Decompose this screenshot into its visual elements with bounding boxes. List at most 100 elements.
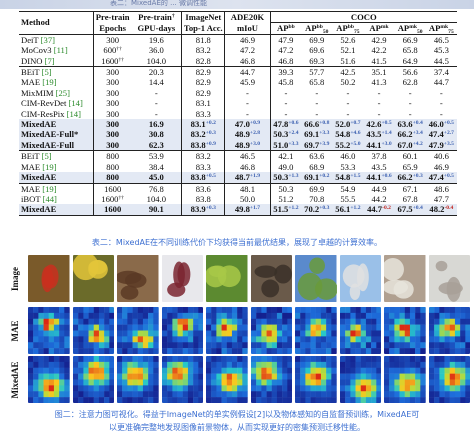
mae-attention-map (72, 307, 114, 354)
table-header-row-1: Method Pre-train Pre-train† ImageNet ADE… (19, 10, 457, 35)
citation-link[interactable]: [11] (53, 45, 68, 56)
mae-attention-map (28, 307, 70, 354)
method-cell: CIM-ResPix [14] (21, 108, 81, 119)
epochs-cell: 300 (92, 77, 132, 88)
mixedae-attention-map (161, 356, 203, 403)
citation-link[interactable]: [19] (42, 183, 57, 194)
coco-ap-cell: 41.5 (371, 55, 387, 66)
citation-link[interactable]: [5] (41, 151, 52, 162)
coco-ap-cell: 63.6+0.4 (394, 119, 426, 130)
coco-ap-cell: 51.2 (269, 193, 302, 205)
epochs-cell: 300 (92, 98, 132, 109)
coco-ap-cell: 56.6 (394, 66, 426, 78)
coco-ap-cell: 46.0+0.5 (425, 119, 457, 130)
cat-image (250, 255, 292, 302)
coco-ap-cell: 47.2 (269, 45, 302, 56)
citation-link[interactable]: [44] (42, 193, 57, 204)
coco-ap-cell: 47.4+0.5 (425, 172, 457, 183)
coco-ap-cell: 46.9 (433, 161, 449, 172)
table-row: iBOT [44] 1600†† 104.0 83.8 50.0 51.2 70.8 55.5… (19, 193, 457, 205)
header-ap-mk: APmk (369, 23, 389, 34)
top1-cell: 82.9 (181, 66, 225, 78)
epochs-cell: 300 (92, 108, 132, 120)
mae-attention-map (117, 307, 159, 354)
bedroom-image (384, 255, 426, 302)
epochs-cell: 300 (92, 66, 132, 78)
citation-link[interactable]: [37] (40, 34, 55, 45)
method-cell: MixedAE-Full (19, 139, 94, 151)
coco-ap-cell: 57.7 (301, 66, 333, 78)
miou-cell: 50.0 (224, 193, 271, 205)
coco-ap-cell: 46.8 (269, 55, 302, 67)
top1-cell: 83.3 (181, 108, 225, 120)
citation-link[interactable]: [14] (66, 108, 81, 119)
coco-ap-cell: 46.5 (425, 33, 457, 46)
figure-caption-line-2: 以更准确完整地发现图像前景物体，从而实现更好的密集预测迁移性能。 (109, 423, 365, 432)
gpu-days-cell: 76.8 (131, 182, 182, 194)
miou-cell: 46.8 (224, 161, 271, 173)
table-row: MixMIM [25] 300-82.9- - - - - - - (19, 87, 457, 99)
mixedae-attention-map (72, 356, 114, 403)
table-row: MAE [19] 300 14.4 82.9 45.9 45.8 65.8 50.2 41.3 6… (19, 77, 457, 88)
table-row: BEiT [5] 300 20.3 82.9 44.7 39.3 57.7 42.5 35.1 5… (19, 66, 457, 78)
method-cell: MAE [19] (21, 77, 57, 88)
coco-ap-cell: - (377, 87, 381, 98)
miou-cell: 47.2 (224, 45, 271, 56)
gpu-days-cell: 36.0 (148, 45, 164, 56)
mixedae-attention-map (28, 356, 70, 403)
coco-ap-cell: 42.6+0.5 (363, 119, 395, 130)
miou-cell: 48.1 (224, 182, 271, 194)
top1-cell: 83.9+0.3 (181, 204, 225, 216)
citation-link[interactable]: [19] (42, 161, 57, 172)
coco-ap-cell: - (269, 98, 302, 109)
coco-ap-cell: - (315, 98, 319, 109)
top1-cell: 83.2 (181, 45, 225, 56)
top1-cell: 83.1 (181, 98, 225, 109)
gpu-days-cell: 14.4 (148, 77, 164, 88)
coco-ap-cell: - (377, 108, 381, 119)
citation-link[interactable]: [25] (55, 87, 70, 98)
gpu-days-cell: 20.3 (131, 66, 182, 78)
citation-link[interactable]: [14] (68, 98, 83, 109)
citation-link[interactable]: [19] (42, 77, 57, 88)
gpu-days-cell: 90.1 (131, 204, 182, 216)
coco-ap-cell: - (269, 108, 302, 120)
coco-ap-cell: - (408, 98, 412, 109)
citation-link[interactable]: [7] (44, 55, 55, 66)
coco-ap-cell: 66.9 (394, 33, 426, 46)
coco-ap-cell: 65.8 (402, 45, 418, 56)
coco-ap-cell: 67.1 (394, 182, 426, 194)
table-row: MoCov3 [11] 600†† 36.0 83.2 47.2 47.2 69.6 52.1… (19, 45, 457, 56)
coco-ap-cell: 44.1+0.6 (363, 172, 395, 183)
gpu-days-cell: 30.8 (131, 129, 182, 140)
coco-ap-cell: 51.6 (340, 55, 356, 66)
header-ap75-mk: APmk75 (428, 23, 454, 35)
coco-ap-cell: 67.5+0.4 (394, 204, 426, 216)
mae-attention-map (339, 307, 381, 354)
coco-ap-cell: 51.0+3.3 (269, 139, 302, 151)
coco-ap-cell: 70.2+0.3 (301, 204, 333, 216)
coco-ap-cell: 56.1+1.2 (332, 204, 364, 216)
miou-cell: 49.8+1.7 (224, 204, 271, 216)
top1-cell: 83.8 (181, 193, 225, 205)
coco-ap-cell: 66.2+3.4 (394, 129, 426, 140)
coco-ap-cell: 64.9 (402, 55, 418, 66)
coco-ap-cell: - (439, 98, 443, 109)
header-gpu-days-1: Pre-train† (131, 10, 182, 23)
coco-ap-cell: 54.8+1.5 (332, 172, 364, 183)
coco-ap-cell: 66.2+0.3 (394, 172, 426, 183)
method-cell: iBOT [44] (21, 193, 57, 204)
mixedae-attention-map (428, 356, 470, 403)
mixedae-attention-map (295, 356, 337, 403)
method-cell: DeiT [37] (19, 33, 94, 46)
coco-ap-cell: - (346, 98, 350, 109)
method-cell: MixedAE (19, 204, 94, 216)
header-gpu-days-2: GPU-days (137, 23, 176, 34)
epochs-cell: 1600†† (92, 193, 132, 205)
coco-ap-cell: 44.7 (433, 77, 449, 88)
method-cell: MAE [19] (19, 182, 94, 194)
coco-ap-cell: - (408, 87, 412, 98)
citation-link[interactable]: [5] (41, 67, 52, 78)
figure-row-label: MixedAE (10, 361, 20, 398)
mae-attention-map (206, 307, 248, 354)
